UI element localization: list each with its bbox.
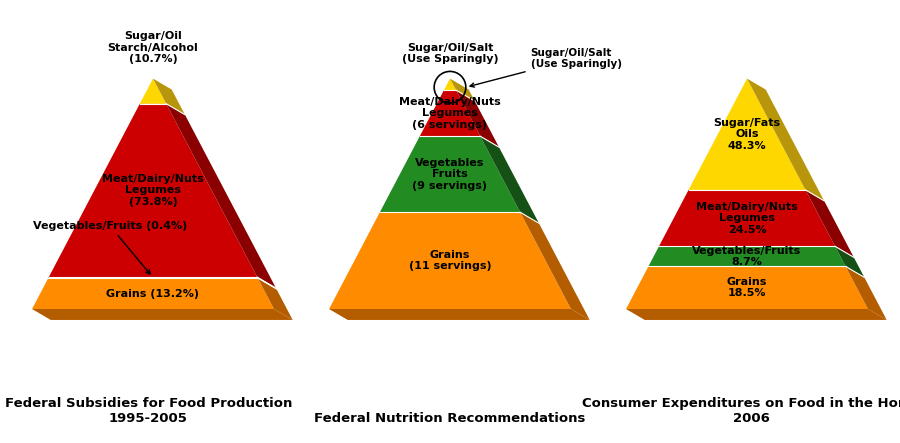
Polygon shape	[450, 78, 475, 101]
Polygon shape	[520, 212, 590, 320]
Polygon shape	[419, 90, 481, 136]
Polygon shape	[140, 78, 166, 104]
Polygon shape	[32, 278, 274, 309]
Polygon shape	[648, 246, 846, 266]
Text: Vegetables/Fruits (0.4%): Vegetables/Fruits (0.4%)	[32, 221, 187, 274]
Polygon shape	[688, 78, 806, 190]
Polygon shape	[49, 104, 257, 277]
Polygon shape	[153, 78, 184, 115]
Text: Sugar/Fats
Oils
48.3%: Sugar/Fats Oils 48.3%	[714, 118, 780, 151]
Polygon shape	[380, 136, 520, 212]
Polygon shape	[659, 190, 835, 246]
Polygon shape	[329, 212, 571, 309]
Polygon shape	[806, 190, 854, 257]
Text: Vegetables/Fruits
8.7%: Vegetables/Fruits 8.7%	[692, 245, 802, 267]
Text: Meat/Dairy/Nuts
Legumes
(6 servings): Meat/Dairy/Nuts Legumes (6 servings)	[399, 97, 501, 130]
Text: Federal Subsidies for Food Production
1995-2005: Federal Subsidies for Food Production 19…	[4, 397, 292, 425]
Polygon shape	[257, 277, 276, 289]
Polygon shape	[329, 309, 590, 320]
Text: Sugar/Oil/Salt
(Use Sparingly): Sugar/Oil/Salt (Use Sparingly)	[401, 43, 499, 64]
Polygon shape	[166, 104, 276, 288]
Text: Meat/Dairy/Nuts
Legumes
24.5%: Meat/Dairy/Nuts Legumes 24.5%	[696, 202, 798, 235]
Text: Meat/Dairy/Nuts
Legumes
(73.8%): Meat/Dairy/Nuts Legumes (73.8%)	[102, 174, 204, 207]
Polygon shape	[626, 309, 886, 320]
Polygon shape	[481, 136, 539, 223]
Text: Sugar/Oil
Starch/Alcohol
(10.7%): Sugar/Oil Starch/Alcohol (10.7%)	[108, 31, 198, 64]
Polygon shape	[835, 246, 864, 277]
Polygon shape	[32, 309, 292, 320]
Text: Federal Nutrition Recommendations: Federal Nutrition Recommendations	[314, 412, 586, 425]
Polygon shape	[257, 278, 292, 320]
Polygon shape	[747, 78, 824, 201]
Text: Grains
18.5%: Grains 18.5%	[727, 277, 767, 299]
Polygon shape	[846, 266, 886, 320]
Text: Consumer Expenditures on Food in the Home
2006: Consumer Expenditures on Food in the Hom…	[582, 397, 900, 425]
Polygon shape	[626, 266, 868, 309]
Text: Vegetables
Fruits
(9 servings): Vegetables Fruits (9 servings)	[412, 158, 488, 191]
Text: Sugar/Oil/Salt
(Use Sparingly): Sugar/Oil/Salt (Use Sparingly)	[470, 48, 622, 87]
Text: Grains (13.2%): Grains (13.2%)	[106, 288, 200, 299]
Polygon shape	[456, 90, 499, 147]
Polygon shape	[49, 277, 257, 278]
Text: Grains
(11 servings): Grains (11 servings)	[409, 250, 491, 272]
Polygon shape	[444, 78, 456, 90]
